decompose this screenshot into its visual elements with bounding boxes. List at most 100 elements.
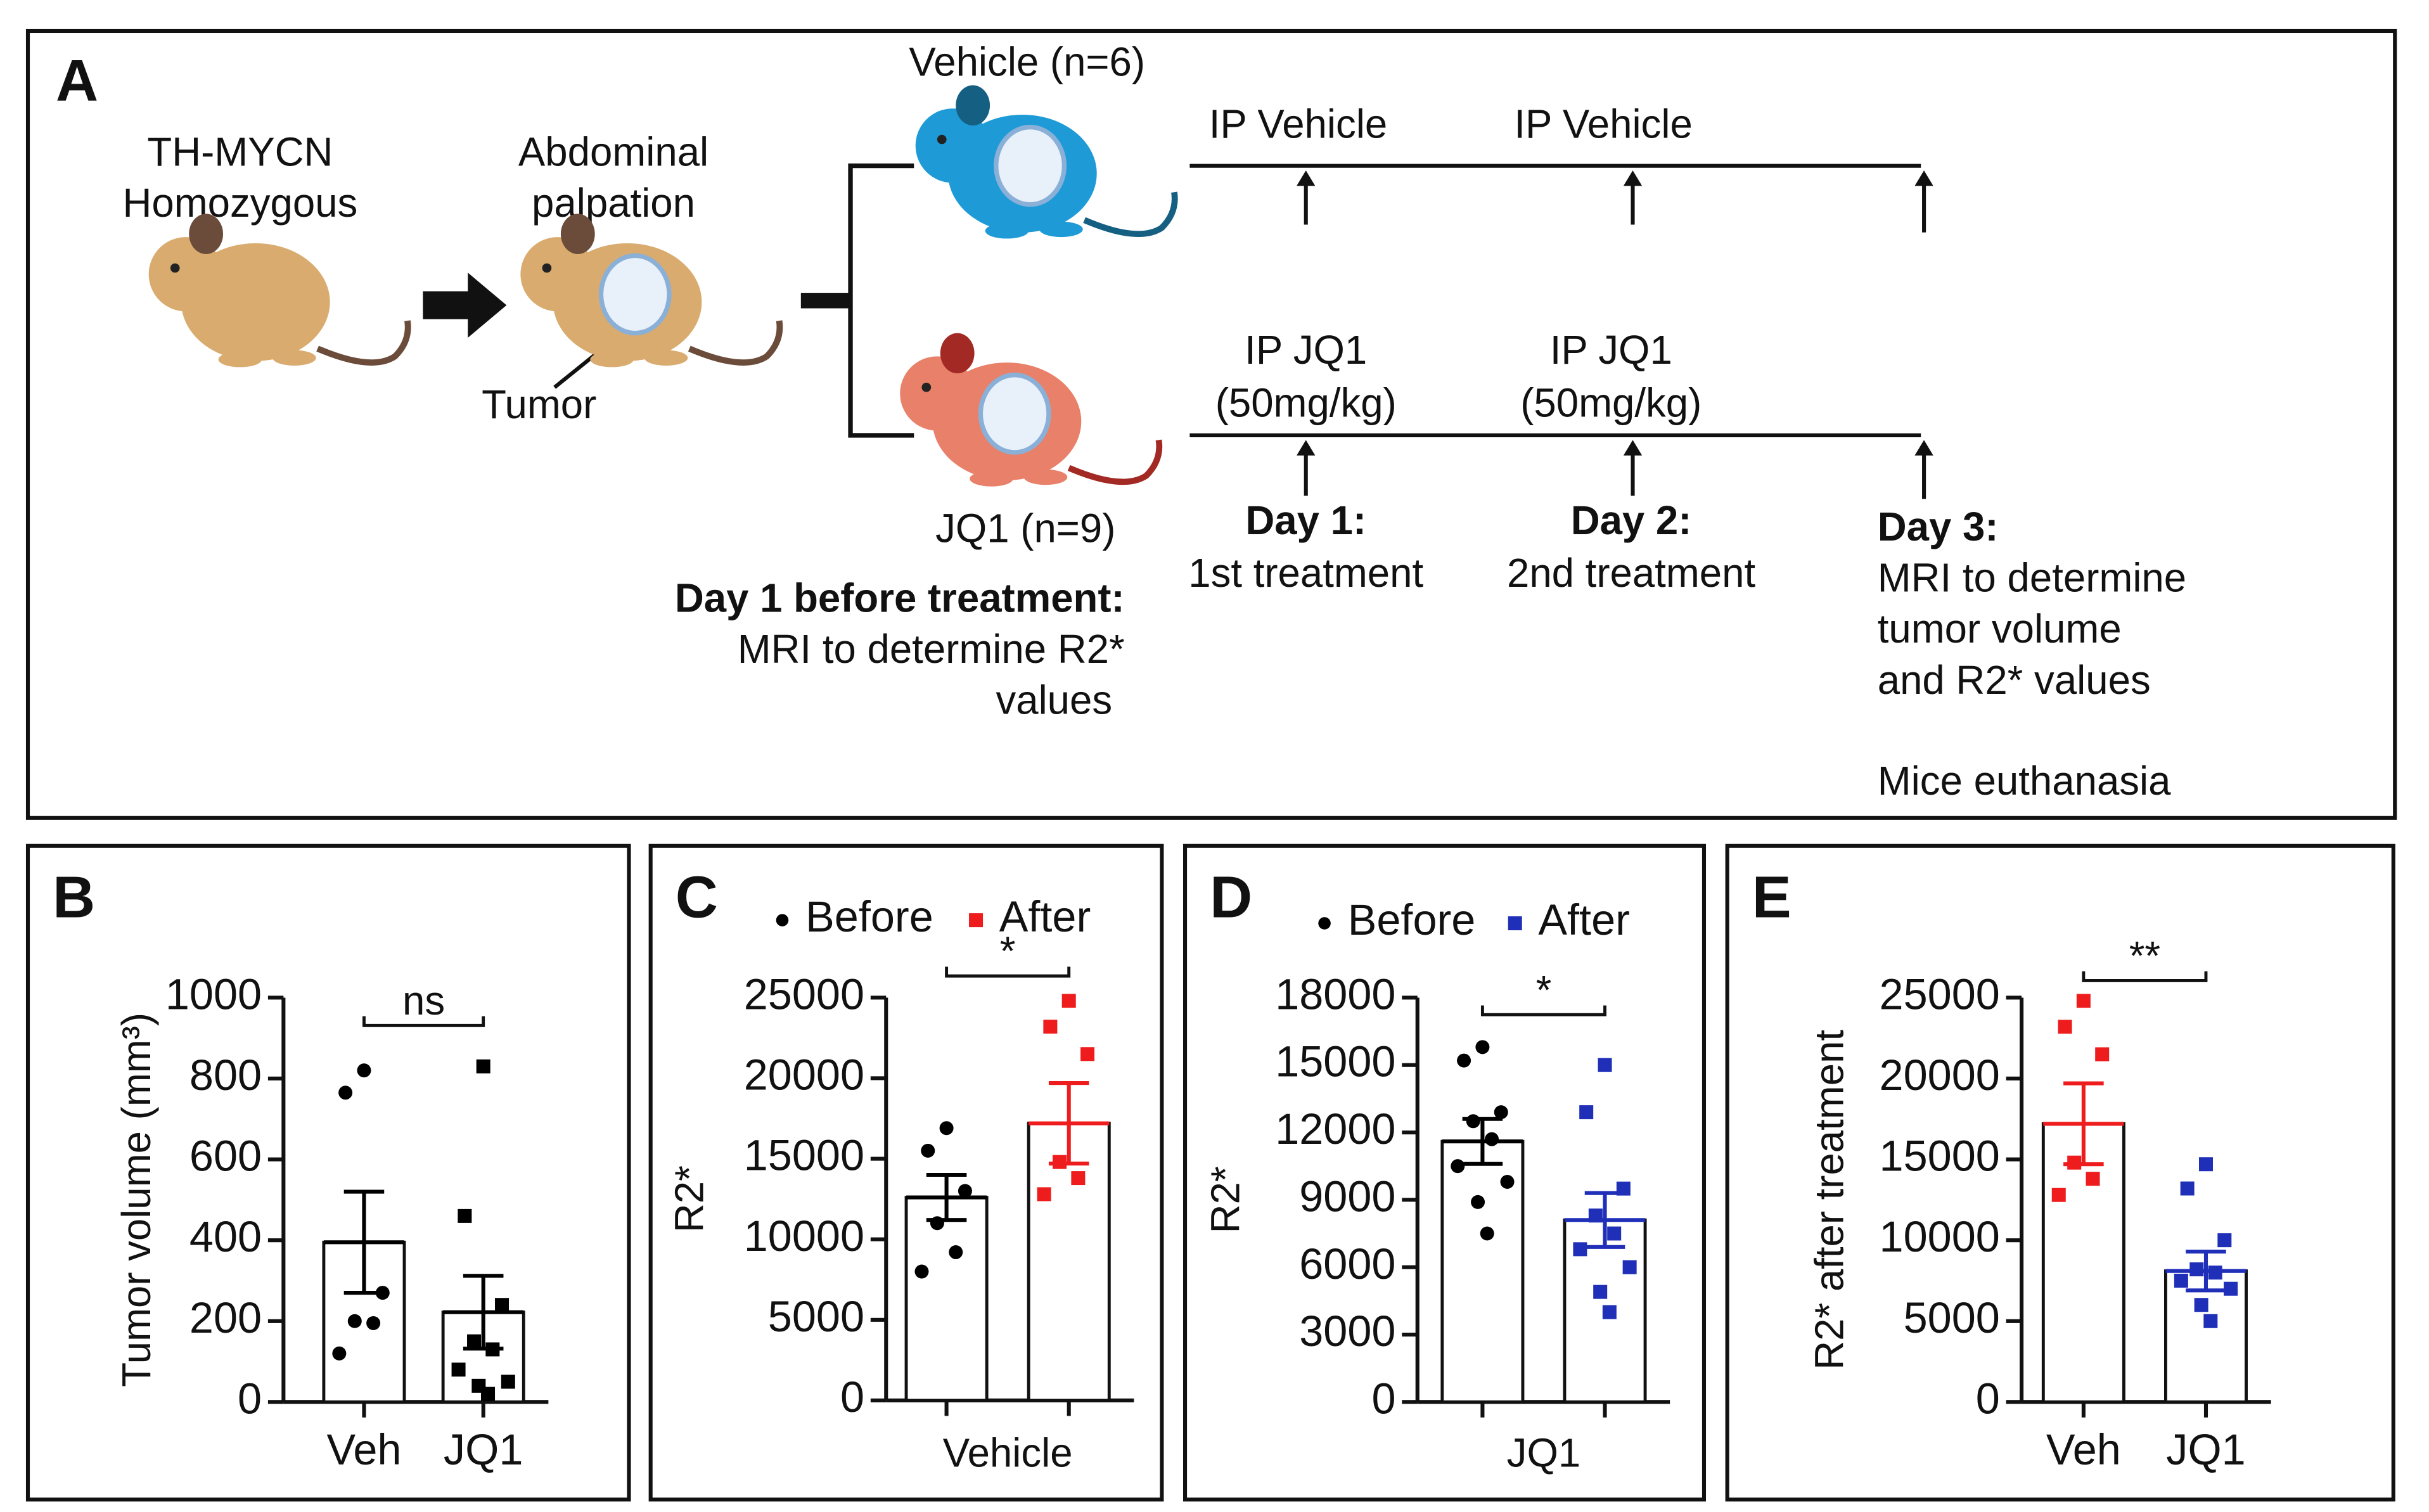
error-bar [1442, 1117, 1523, 1166]
mouse-head [915, 108, 990, 183]
y-tick-label: 9000 [1299, 1172, 1395, 1220]
data-point [2224, 1281, 2238, 1296]
group-label: Vehicle (n=6) [909, 40, 1145, 85]
arrow-head [1297, 440, 1316, 456]
panel-frame [1725, 843, 2395, 1502]
y-axis-label: R2* [1203, 1166, 1248, 1233]
y-tick-label: 20000 [1880, 1051, 2000, 1099]
data-point [2086, 1172, 2100, 1186]
arrow-head [1623, 440, 1643, 456]
bar [2163, 1269, 2248, 1404]
data-point [2198, 1157, 2213, 1172]
error-bar [2165, 1249, 2246, 1293]
panel-label: E [1752, 864, 1791, 930]
data-point [1480, 1226, 1494, 1241]
mouse-tail [1067, 439, 1163, 485]
significance-label: ** [2129, 933, 2160, 978]
mouse-foot [590, 351, 634, 368]
data-point [2095, 1047, 2110, 1061]
dose-label: IP JQ1 [1245, 328, 1367, 373]
data-point [2180, 1181, 2195, 1196]
panel-label: C [676, 864, 718, 930]
error-bar [1564, 1191, 1646, 1249]
y-tick-label: 400 [189, 1212, 262, 1261]
tumor-label: Tumor [482, 382, 596, 427]
step-label: Abdominal [518, 129, 708, 174]
day-text: 2nd treatment [1507, 551, 1755, 596]
y-tick-label: 0 [1976, 1374, 2000, 1423]
x-tick-label: JQ1 [444, 1425, 523, 1474]
y-tick-label: 6000 [1299, 1240, 1395, 1288]
legend-label: After [1538, 895, 1630, 944]
baseline-text: values [996, 678, 1112, 723]
arrow-head [1623, 170, 1643, 186]
legend-label: Before [1348, 895, 1476, 944]
day-title: Day 2: [1571, 498, 1692, 543]
data-point [1500, 1174, 1515, 1189]
bracket [800, 293, 851, 309]
data-point [458, 1208, 472, 1223]
y-tick-label: 800 [189, 1051, 262, 1099]
data-point [1602, 1305, 1617, 1319]
mouse-foot [1023, 469, 1068, 485]
dose-label: IP JQ1 [1550, 328, 1672, 373]
y-tick-label: 25000 [1880, 970, 2000, 1018]
x-axis-label: JQ1 [1507, 1431, 1581, 1476]
data-point [1475, 1040, 1490, 1054]
data-point [776, 914, 789, 926]
mouse-ear [940, 333, 975, 374]
mouse-eye [542, 263, 552, 273]
baseline-title: Day 1 before treatment: [675, 575, 1125, 620]
data-point [332, 1346, 347, 1361]
day-text: Mice euthanasia [1878, 759, 2171, 804]
x-axis-label: Vehicle [943, 1431, 1073, 1476]
x-tick-label: Veh [326, 1425, 401, 1474]
y-tick-label: 600 [189, 1132, 262, 1181]
bar [1027, 1122, 1111, 1402]
tumor [994, 124, 1067, 207]
panel-frame [25, 843, 631, 1502]
error-bar [2043, 1081, 2124, 1167]
mouse-foot [218, 351, 262, 368]
mouse-foot [985, 223, 1029, 239]
data-point [1598, 1058, 1612, 1072]
y-axis-label: R2* after treatment [1807, 1030, 1852, 1370]
y-tick-label: 200 [189, 1293, 262, 1342]
data-point [1579, 1105, 1594, 1120]
data-point [939, 1121, 954, 1136]
y-tick-label: 0 [840, 1373, 864, 1421]
error-bar [443, 1274, 524, 1351]
data-point [2217, 1233, 2232, 1248]
data-point [451, 1362, 466, 1377]
baseline-text: MRI to determine R2* [738, 627, 1125, 672]
mouse-ear [189, 214, 224, 254]
mouse-foot [1039, 221, 1083, 238]
dose-label: (50mg/kg) [1520, 380, 1702, 425]
error-bar [1029, 1081, 1110, 1166]
mouse-foot [970, 471, 1013, 487]
mouse-foot [272, 350, 316, 366]
data-point [1451, 1159, 1465, 1174]
mouse-tail [688, 320, 783, 366]
data-point [338, 1086, 353, 1100]
data-point [2194, 1298, 2208, 1312]
y-tick-label: 15000 [1880, 1132, 2000, 1181]
mouse-head [520, 237, 595, 312]
data-point [476, 1059, 490, 1073]
dose-label: IP Vehicle [1209, 101, 1387, 146]
mouse-tail [316, 320, 411, 366]
step-label: palpation [532, 181, 695, 226]
mouse-tail [1083, 191, 1178, 238]
mouse-ear [560, 214, 595, 254]
day-text: tumor volume [1878, 606, 2122, 651]
significance-bracket [1480, 1005, 1606, 1016]
mouse-eye [170, 263, 180, 273]
data-point [1471, 1195, 1485, 1209]
data-point [1061, 994, 1076, 1008]
y-axis-label: Tumor volume (mm³) [114, 1013, 159, 1387]
y-tick-label: 15000 [1275, 1037, 1395, 1086]
data-point [2203, 1314, 2218, 1328]
y-tick-label: 5000 [1904, 1293, 2000, 1342]
